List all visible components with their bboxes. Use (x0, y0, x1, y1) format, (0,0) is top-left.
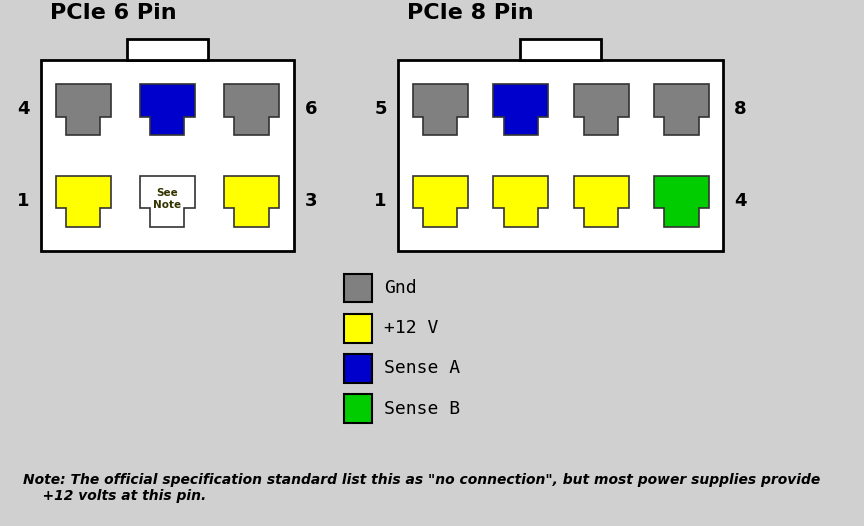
Text: 5: 5 (374, 100, 387, 118)
Polygon shape (224, 176, 279, 227)
Text: 8: 8 (734, 100, 746, 118)
FancyBboxPatch shape (41, 59, 294, 251)
Bar (344, 274, 372, 302)
Bar (344, 314, 372, 342)
Polygon shape (55, 176, 111, 227)
Text: PCIe 8 Pin: PCIe 8 Pin (407, 3, 533, 23)
Text: Sense B: Sense B (384, 400, 461, 418)
Text: 4: 4 (17, 100, 30, 118)
Polygon shape (654, 84, 709, 135)
Bar (344, 394, 372, 423)
Polygon shape (55, 84, 111, 135)
Polygon shape (413, 176, 467, 227)
Text: PCIe 6 Pin: PCIe 6 Pin (50, 3, 176, 23)
Polygon shape (224, 84, 279, 135)
FancyBboxPatch shape (397, 59, 723, 251)
Polygon shape (413, 84, 467, 135)
Text: See
Note: See Note (153, 188, 181, 210)
Text: Gnd: Gnd (384, 279, 416, 297)
Polygon shape (140, 84, 194, 135)
Text: 1: 1 (17, 192, 30, 210)
Bar (126, 38, 208, 59)
Bar (344, 354, 372, 383)
Polygon shape (493, 84, 549, 135)
Polygon shape (140, 176, 194, 227)
Polygon shape (574, 84, 629, 135)
Text: Note: The official specification standard list this as "no connection", but most: Note: The official specification standar… (22, 472, 820, 503)
Polygon shape (574, 176, 629, 227)
Bar (520, 38, 601, 59)
Text: 3: 3 (305, 192, 317, 210)
Text: 6: 6 (305, 100, 317, 118)
Text: Sense A: Sense A (384, 359, 461, 377)
Text: 1: 1 (374, 192, 387, 210)
Polygon shape (493, 176, 549, 227)
Text: 4: 4 (734, 192, 746, 210)
Text: +12 V: +12 V (384, 319, 439, 337)
Polygon shape (654, 176, 709, 227)
